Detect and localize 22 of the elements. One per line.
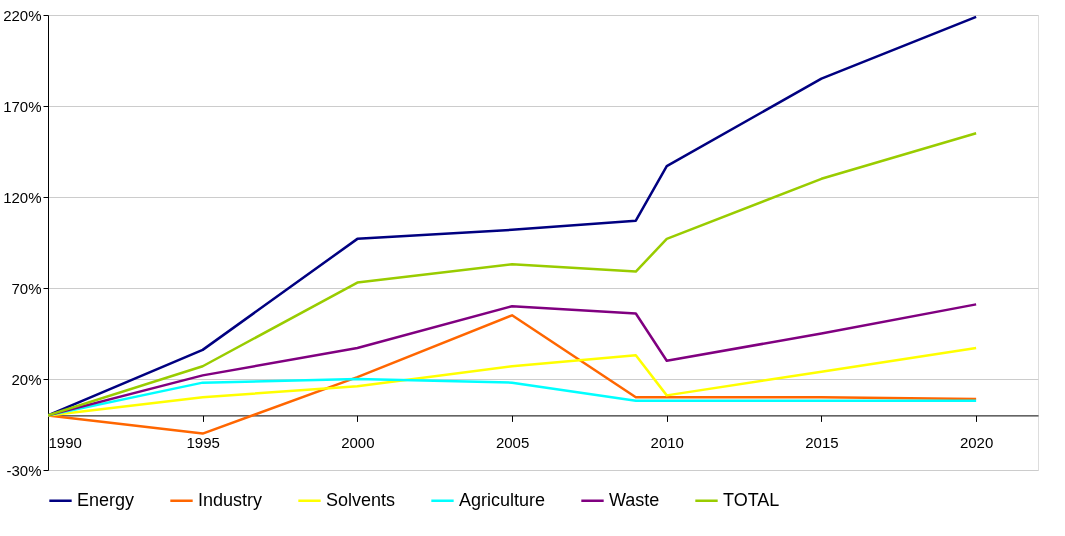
line-series — [48, 314, 978, 435]
y-tick-label: 170% — [3, 97, 42, 115]
y-tick-label: 20% — [11, 370, 42, 388]
y-tick-label: 70% — [11, 279, 42, 297]
y-tick-label: 220% — [3, 6, 42, 24]
x-tick-label: 2000 — [341, 433, 375, 451]
x-tick-label: 2010 — [650, 433, 684, 451]
line-series — [48, 132, 978, 417]
x-tick-label: 1995 — [186, 433, 220, 451]
line-series — [48, 15, 978, 417]
x-tick-label: 2020 — [959, 433, 994, 451]
x-tick-label: 2015 — [805, 433, 839, 451]
x-tick-label: 1990 — [48, 433, 82, 451]
legend-label: Industry — [198, 489, 263, 510]
legend-label: Energy — [77, 489, 135, 510]
legend-label: Waste — [609, 489, 660, 510]
y-tick-label: -30% — [6, 461, 42, 479]
legend-label: TOTAL — [723, 489, 780, 510]
x-tick-label: 2005 — [495, 433, 530, 451]
y-tick-label: 120% — [3, 188, 42, 206]
legend-label: Agriculture — [459, 489, 546, 510]
legend-label: Solvents — [326, 489, 396, 510]
